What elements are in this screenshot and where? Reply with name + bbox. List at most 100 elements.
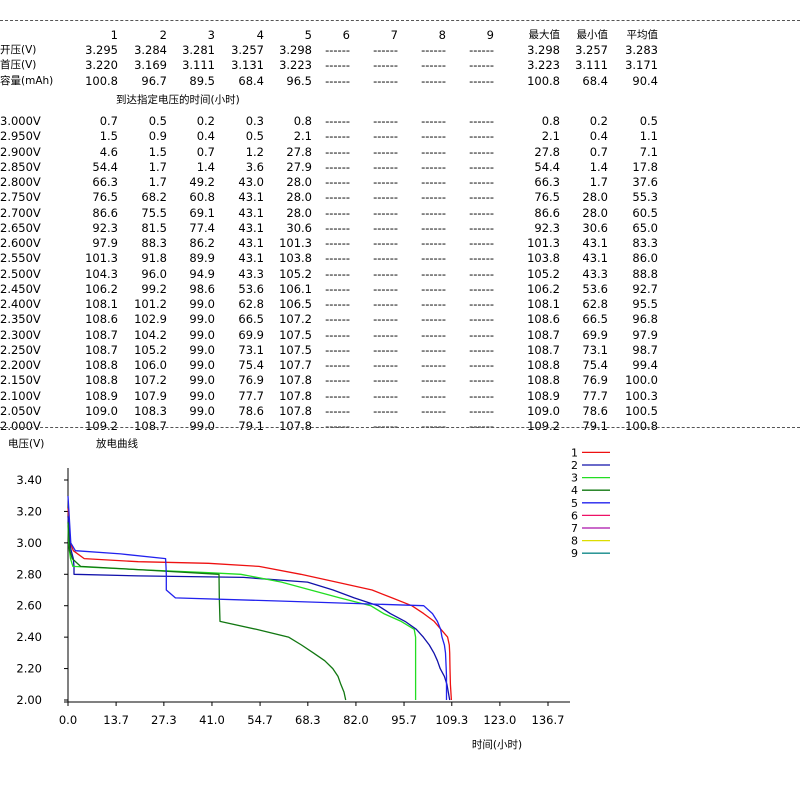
table-cell: ------ — [325, 281, 350, 296]
table-cell: 1.7 — [148, 159, 167, 174]
time-row: 2.850V 54.4 1.7 1.4 3.6 27.9 ------ ------ -----… — [0, 160, 800, 175]
table-cell: ------ — [325, 373, 350, 388]
table-cell: ------ — [325, 73, 350, 88]
row-label: 2.650V — [0, 220, 41, 235]
table-cell: 104.3 — [85, 266, 118, 281]
table-cell: ------ — [421, 129, 446, 144]
time-row: 2.000V 109.2 108.7 99.0 79.1 107.8 ------ -----… — [0, 419, 800, 434]
column-header: 最小值 — [576, 29, 609, 41]
table-cell: 98.6 — [189, 281, 215, 296]
table-cell: 106.0 — [134, 358, 167, 372]
x-tick-label: 82.0 — [343, 713, 369, 727]
table-cell: 97.9 — [632, 327, 658, 342]
table-cell: 54.4 — [534, 159, 560, 174]
column-header: 2 — [159, 28, 167, 42]
table-cell: 0.5 — [639, 114, 658, 128]
table-cell: 99.0 — [189, 388, 215, 403]
table-cell: 107.8 — [279, 373, 312, 388]
table-cell: 28.0 — [582, 190, 608, 205]
table-cell: ------ — [373, 388, 398, 403]
series-line-5 — [67, 495, 448, 700]
table-cell: 107.2 — [134, 373, 167, 388]
table-cell: 43.3 — [238, 266, 264, 281]
table-cell: 62.8 — [582, 297, 608, 311]
table-cell: ------ — [421, 175, 446, 189]
table-cell: 78.6 — [582, 403, 608, 418]
table-cell: 43.1 — [238, 236, 264, 250]
table-cell: ------ — [421, 73, 446, 88]
table-cell: 109.0 — [85, 403, 118, 418]
table-cell: 28.0 — [286, 205, 312, 220]
table-cell: ------ — [421, 236, 446, 250]
table-cell: 17.8 — [632, 159, 658, 174]
table-cell: 75.4 — [582, 358, 608, 372]
table-cell: 108.7 — [527, 327, 560, 342]
table-cell: 99.0 — [189, 297, 215, 311]
table-cell: 107.8 — [279, 403, 312, 418]
table-cell: 101.3 — [85, 251, 118, 266]
table-cell: 27.8 — [534, 144, 560, 159]
table-cell: ------ — [373, 251, 398, 266]
table-cell: 99.0 — [189, 403, 215, 418]
table-cell: ------ — [373, 43, 398, 58]
row-label: 2.500V — [0, 266, 41, 281]
table-cell: 28.0 — [286, 175, 312, 189]
x-tick-label: 109.3 — [435, 713, 468, 727]
table-cell: 99.2 — [141, 281, 167, 296]
table-cell: 7.1 — [639, 144, 658, 159]
table-cell: 66.5 — [238, 312, 264, 327]
table-cell: ------ — [469, 327, 494, 342]
row-label: 2.450V — [0, 281, 41, 296]
table-cell: ------ — [325, 114, 350, 128]
table-cell: 0.5 — [245, 129, 264, 144]
table-cell: 108.7 — [85, 327, 118, 342]
table-cell: ------ — [421, 419, 446, 433]
table-subtitle: 到达指定电压的时间(小时) — [116, 94, 240, 106]
table-cell: 53.6 — [582, 281, 608, 296]
table-cell: 99.0 — [189, 373, 215, 388]
table-cell: 3.223 — [279, 58, 312, 73]
row-label: 2.900V — [0, 144, 41, 159]
table-cell: 101.3 — [527, 236, 560, 250]
table-cell: 105.2 — [279, 266, 312, 281]
table-cell: 77.7 — [238, 388, 264, 403]
row-label: 2.000V — [0, 419, 41, 433]
row-label: 2.950V — [0, 129, 41, 144]
table-cell: 54.4 — [92, 159, 118, 174]
table-cell: 43.1 — [582, 251, 608, 266]
table-cell: 108.8 — [527, 358, 560, 372]
table-cell: 3.298 — [279, 43, 312, 58]
table-cell: 0.5 — [148, 114, 167, 128]
table-cell: 97.9 — [92, 236, 118, 250]
time-row: 2.600V 97.9 88.3 86.2 43.1 101.3 ------ ------ -… — [0, 236, 800, 251]
row-label: 首压(V) — [0, 59, 37, 72]
table-cell: ------ — [325, 43, 350, 58]
table-cell: ------ — [469, 73, 494, 88]
table-cell: ------ — [325, 236, 350, 250]
y-tick-label: 3.40 — [16, 473, 42, 487]
table-cell: 96.7 — [141, 73, 167, 88]
table-cell: 0.8 — [293, 114, 312, 128]
table-cell: 98.7 — [632, 342, 658, 357]
table-cell: ------ — [373, 236, 398, 250]
table-cell: ------ — [469, 43, 494, 58]
table-cell: 69.1 — [189, 205, 215, 220]
table-cell: 76.9 — [582, 373, 608, 388]
table-cell: 62.8 — [238, 297, 264, 311]
table-cell: 100.0 — [625, 373, 658, 388]
x-tick-label: 13.7 — [103, 713, 129, 727]
table-cell: ------ — [421, 159, 446, 174]
table-cell: ------ — [469, 342, 494, 357]
table-cell: 43.1 — [238, 220, 264, 235]
table-cell: 30.6 — [286, 220, 312, 235]
table-cell: ------ — [421, 358, 446, 372]
x-tick-label: 41.0 — [199, 713, 225, 727]
x-axis-title: 时间(小时) — [472, 738, 522, 751]
chart-title: 放电曲线 — [96, 438, 138, 450]
y-tick-label: 2.80 — [16, 567, 42, 581]
table-cell: 3.171 — [625, 58, 658, 73]
x-tick-label: 136.7 — [532, 713, 565, 727]
table-cell: ------ — [325, 220, 350, 235]
table-cell: 3.283 — [625, 43, 658, 58]
table-cell: 99.0 — [189, 312, 215, 327]
